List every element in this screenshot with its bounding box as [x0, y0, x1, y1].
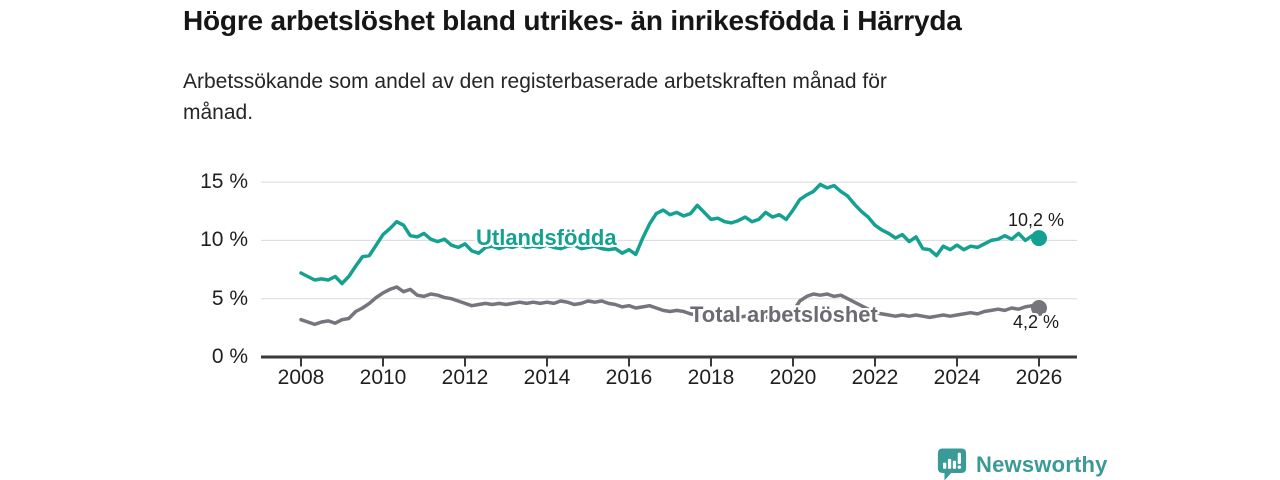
- end-value-label-total: 4,2 %: [1013, 312, 1060, 332]
- y-axis-tick-label: 5 %: [211, 286, 248, 310]
- brand-name: Newsworthy: [976, 451, 1108, 477]
- x-axis-tick-label: 2014: [523, 366, 571, 389]
- x-axis-tick-label: 2008: [277, 366, 325, 389]
- x-axis-tick-label: 2016: [605, 366, 653, 389]
- x-axis-tick-label: 2018: [687, 366, 735, 389]
- series-end-dot: [1031, 230, 1047, 247]
- end-value-label-utlandsfodda: 10,2 %: [1008, 210, 1065, 230]
- x-axis-tick-label: 2012: [441, 366, 489, 389]
- x-axis-tick-label: 2024: [933, 366, 981, 389]
- x-axis-tick-label: 2010: [359, 366, 407, 389]
- series-label-utlandsfodda: Utlandsfödda: [476, 225, 617, 250]
- bar-chart-speech-bubble-icon: [937, 448, 967, 480]
- series-label-total-arbetsloshet: Total arbetslöshet: [690, 302, 878, 327]
- page-title: Högre arbetslöshet bland utrikes- än inr…: [183, 5, 962, 36]
- x-axis-tick-label: 2020: [769, 366, 817, 389]
- y-axis-tick-label: 10 %: [200, 228, 248, 252]
- x-axis-tick-label: 2026: [1015, 366, 1063, 389]
- newsworthy-logo: Newsworthy: [936, 446, 1108, 480]
- y-axis-tick-label: 0 %: [211, 345, 248, 368]
- x-axis-tick-label: 2022: [851, 366, 899, 389]
- chart-subtitle: Arbetssökande som andel av den registerb…: [183, 70, 887, 124]
- y-axis-tick-label: 15 %: [200, 170, 248, 194]
- series-end-dot: [1031, 300, 1047, 316]
